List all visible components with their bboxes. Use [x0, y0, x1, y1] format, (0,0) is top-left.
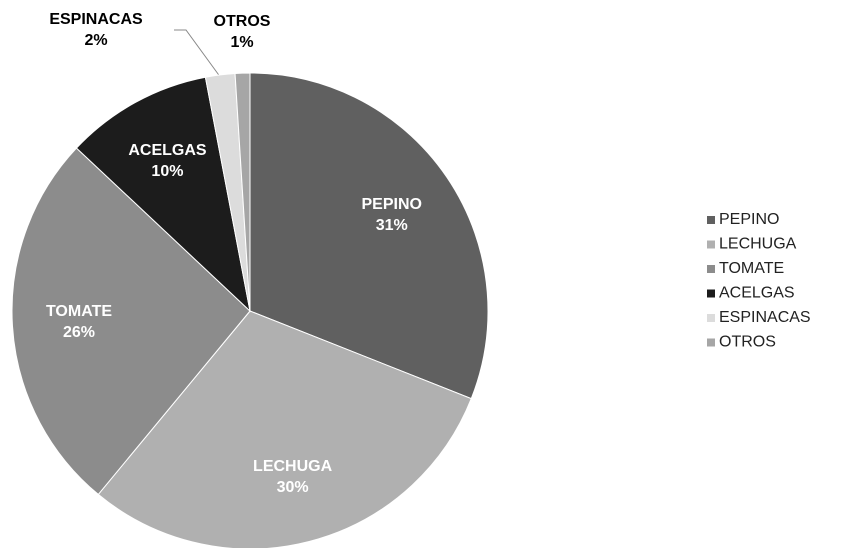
legend-label: ACELGAS [719, 285, 795, 302]
legend-swatch [707, 265, 715, 273]
pie-slice [11, 147, 251, 496]
pie-slice [249, 72, 489, 400]
slice-value: 10% [151, 163, 183, 180]
slice-label: PEPINO [361, 196, 421, 213]
slice-value: 31% [376, 217, 408, 234]
slice-label: ESPINACAS [49, 11, 143, 28]
slice-value: 2% [84, 32, 107, 49]
slice-label: LECHUGA [253, 458, 333, 475]
slice-label: ACELGAS [128, 142, 207, 159]
legend-swatch [707, 314, 715, 322]
slice-label: TOMATE [46, 303, 112, 320]
legend-swatch [707, 338, 715, 347]
legend-label: PEPINO [719, 211, 779, 228]
pie-slice [75, 76, 251, 313]
legend-label: LECHUGA [719, 236, 797, 253]
legend-label: ESPINACAS [719, 309, 811, 326]
slice-value: 26% [63, 324, 95, 341]
legend-swatch [707, 216, 715, 224]
pie-slice [97, 310, 472, 550]
slice-value: 30% [277, 479, 309, 496]
pie-slice [234, 72, 251, 312]
legend-swatch [707, 289, 715, 298]
legend-label: TOMATE [719, 260, 784, 277]
slice-label: OTROS [214, 13, 271, 30]
slice-value: 1% [230, 34, 253, 51]
legend-label: OTROS [719, 334, 776, 351]
legend-swatch [707, 240, 715, 249]
leader-line [174, 29, 222, 79]
